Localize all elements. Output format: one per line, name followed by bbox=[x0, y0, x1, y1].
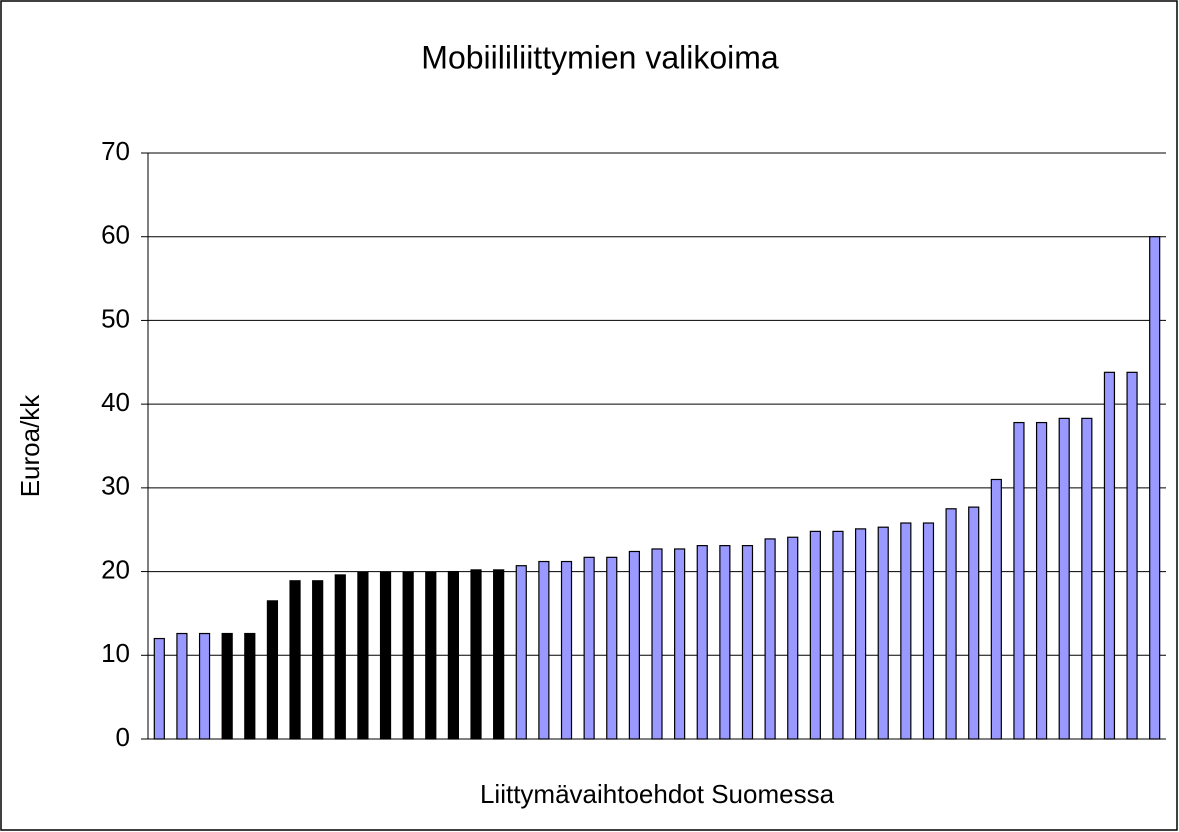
bar bbox=[809, 530, 821, 740]
bar bbox=[968, 506, 980, 740]
bar bbox=[221, 632, 233, 740]
bar bbox=[357, 571, 369, 740]
y-axis-label: Euroa/kk bbox=[15, 394, 45, 498]
bar bbox=[244, 632, 256, 740]
bar bbox=[674, 548, 686, 740]
bar bbox=[1081, 417, 1093, 740]
y-tick-label: 20 bbox=[101, 554, 130, 584]
bar bbox=[493, 569, 505, 740]
bar bbox=[379, 571, 392, 740]
bar bbox=[787, 536, 799, 740]
y-tick-label: 50 bbox=[101, 303, 130, 333]
y-tick-label: 0 bbox=[116, 722, 130, 752]
bar bbox=[945, 508, 957, 740]
y-tick-label: 60 bbox=[101, 220, 130, 250]
bar bbox=[1013, 421, 1025, 740]
bar bbox=[289, 580, 301, 740]
y-tick-label: 70 bbox=[101, 136, 130, 166]
x-axis-label: Liittymävaihtoehdot Suomessa bbox=[480, 779, 835, 809]
bar bbox=[628, 550, 640, 740]
bar bbox=[266, 600, 279, 740]
bar bbox=[1103, 371, 1116, 740]
bar bbox=[877, 526, 889, 740]
bar bbox=[198, 632, 211, 740]
y-tick-label: 10 bbox=[101, 638, 130, 668]
bar bbox=[1149, 236, 1161, 740]
bar bbox=[719, 545, 731, 740]
bar bbox=[334, 574, 346, 740]
bar bbox=[312, 580, 324, 740]
chart-title: Mobiililiittymien valikoima bbox=[421, 39, 779, 75]
bar bbox=[651, 548, 663, 740]
bar bbox=[560, 560, 573, 740]
bar bbox=[447, 570, 459, 740]
bar bbox=[900, 522, 912, 740]
bar bbox=[922, 522, 935, 740]
bar bbox=[696, 545, 708, 740]
bar bbox=[764, 538, 776, 740]
bar bbox=[538, 560, 550, 740]
bar bbox=[741, 545, 754, 740]
bar bbox=[515, 565, 527, 740]
bar bbox=[1058, 417, 1070, 740]
bar bbox=[153, 637, 165, 740]
bar bbox=[990, 478, 1002, 740]
bar bbox=[470, 569, 482, 740]
bar bbox=[832, 530, 844, 740]
bar bbox=[176, 632, 188, 740]
y-tick-label: 40 bbox=[101, 387, 130, 417]
bar bbox=[1126, 371, 1138, 740]
bar bbox=[1035, 421, 1048, 740]
bar bbox=[854, 528, 867, 740]
bar bbox=[583, 556, 595, 740]
y-tick-label: 30 bbox=[101, 471, 130, 501]
bar bbox=[425, 571, 437, 740]
bar bbox=[402, 571, 414, 740]
bar bbox=[606, 556, 618, 740]
